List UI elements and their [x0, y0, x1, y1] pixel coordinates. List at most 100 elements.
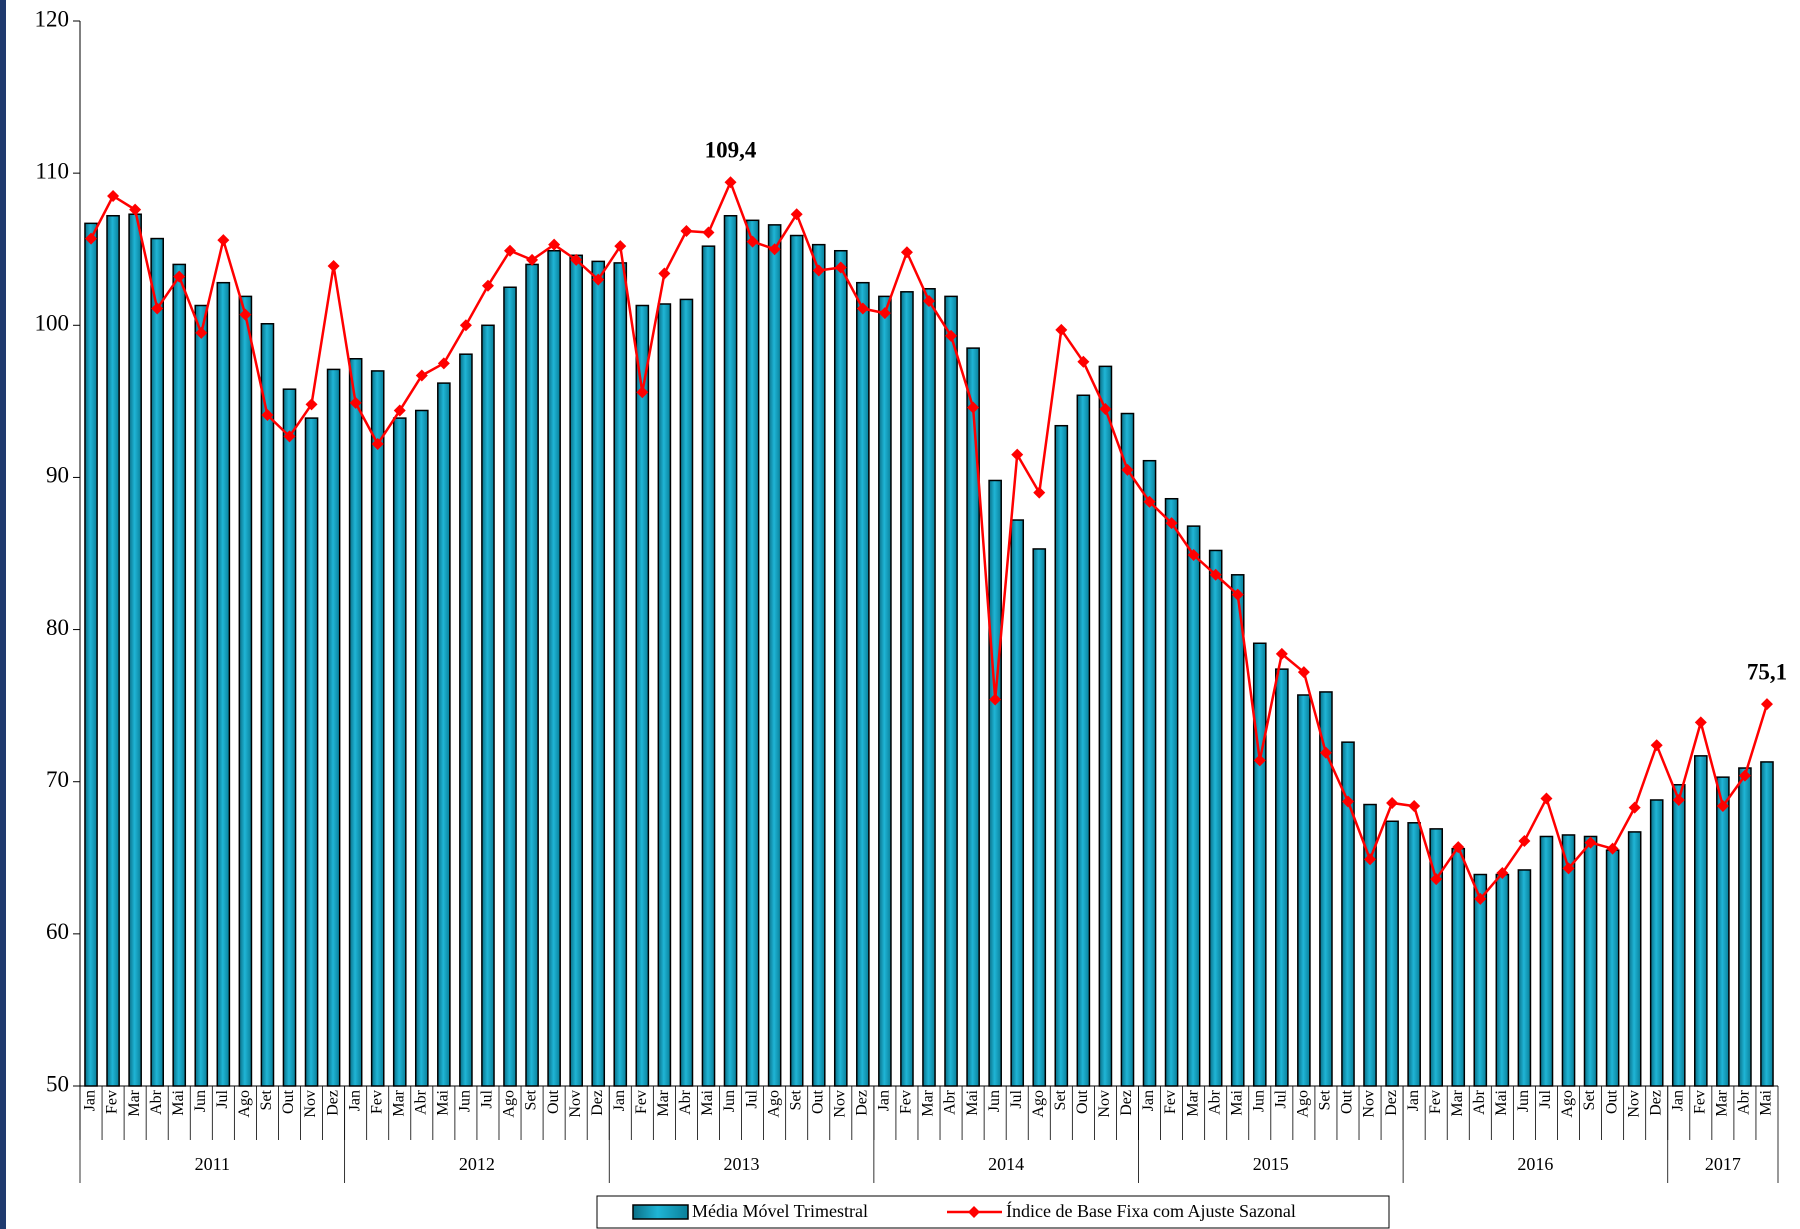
x-tick-label: Fev [368, 1090, 385, 1114]
marker [658, 267, 671, 280]
bar [348, 358, 363, 1087]
x-tick-label: Fev [1162, 1090, 1179, 1114]
x-tick-label: Ago [1295, 1090, 1312, 1118]
bar [789, 234, 804, 1087]
bar [282, 388, 297, 1087]
x-tick-label: Fev [633, 1090, 650, 1114]
bar [1407, 822, 1421, 1087]
bar [591, 260, 606, 1087]
bar [392, 417, 407, 1087]
marker [305, 398, 318, 411]
x-tick-label: Nov [1625, 1090, 1642, 1118]
bar [172, 263, 187, 1087]
legend-label: Média Móvel Trimestral [692, 1201, 868, 1221]
x-tick-label: Nov [831, 1090, 848, 1118]
marker [217, 234, 230, 247]
year-label: 2017 [1705, 1154, 1741, 1174]
bar [1230, 574, 1245, 1087]
year-label: 2011 [195, 1154, 230, 1174]
marker [1319, 746, 1332, 759]
x-tick-label: Abr [412, 1089, 429, 1115]
marker [526, 253, 539, 266]
marker [415, 369, 428, 382]
marker [371, 437, 384, 450]
x-tick-label: Nov [1361, 1090, 1378, 1118]
x-tick-label: Jul [743, 1089, 760, 1108]
x-tick-label: Out [1339, 1089, 1356, 1114]
bar [547, 249, 561, 1087]
bar [260, 323, 275, 1087]
marker [1562, 862, 1575, 875]
bar [525, 263, 539, 1087]
bar [635, 304, 650, 1087]
marker [129, 203, 142, 216]
x-tick-label: Out [545, 1089, 562, 1114]
bar [437, 382, 451, 1087]
bar [1363, 803, 1377, 1087]
marker [1011, 448, 1024, 461]
x-tick-label: Mai [1493, 1089, 1510, 1115]
x-tick-label: Dez [1647, 1090, 1664, 1116]
marker [1430, 873, 1443, 886]
x-tick-label: Ago [765, 1090, 782, 1118]
bar [1297, 694, 1311, 1087]
bar [1649, 799, 1664, 1087]
bar [1760, 761, 1774, 1087]
marker [1187, 549, 1200, 562]
y-tick-label: 100 [35, 311, 70, 336]
bar [701, 245, 716, 1087]
x-tick-label: Ago [1030, 1090, 1047, 1118]
marker [1672, 793, 1685, 806]
bar [1738, 767, 1752, 1087]
x-tick-label: Mai [1758, 1089, 1775, 1115]
x-tick-label: Mar [126, 1089, 143, 1116]
marker [1408, 800, 1421, 813]
bar [811, 243, 826, 1087]
marker [327, 259, 340, 272]
marker [989, 693, 1002, 706]
marker [1165, 517, 1178, 530]
x-tick-label: Ago [236, 1090, 253, 1118]
marker [173, 270, 186, 283]
bar [106, 214, 120, 1087]
bar [1032, 548, 1047, 1087]
marker [195, 326, 208, 339]
bar [1539, 835, 1554, 1087]
bar [1627, 831, 1642, 1087]
marker [724, 176, 737, 189]
marker [1606, 842, 1619, 855]
x-tick-label: Jul [1537, 1089, 1554, 1108]
x-tick-label: Abr [942, 1089, 959, 1115]
marker [746, 235, 759, 248]
x-tick-label: Mar [1714, 1089, 1731, 1116]
x-tick-label: Jun [1250, 1090, 1267, 1112]
marker [1209, 568, 1222, 581]
y-tick-label: 90 [46, 463, 69, 488]
marker [1452, 841, 1465, 854]
marker [481, 279, 494, 292]
x-tick-label: Mar [655, 1089, 672, 1116]
x-tick-label: Mai [435, 1089, 452, 1115]
bar [569, 254, 583, 1087]
bar [613, 262, 628, 1087]
marker [923, 294, 935, 307]
x-tick-label: Fev [1691, 1090, 1708, 1114]
marker [393, 404, 406, 417]
bar [1495, 873, 1510, 1087]
x-tick-label: Nov [567, 1090, 584, 1118]
legend-swatch [632, 1204, 689, 1220]
x-tick-label: Jul [214, 1089, 231, 1108]
bar [1716, 776, 1730, 1087]
bar [326, 368, 341, 1087]
x-tick-label: Mar [390, 1089, 407, 1116]
bar [767, 224, 782, 1087]
marker [283, 430, 296, 443]
year-label: 2012 [459, 1154, 495, 1174]
bar [833, 249, 848, 1087]
marker [834, 261, 847, 274]
marker [1231, 588, 1244, 601]
marker [812, 264, 825, 277]
x-tick-label: Jul [1008, 1089, 1025, 1108]
legend-label: Índice de Base Fixa com Ajuste Sazonal [1006, 1200, 1296, 1221]
